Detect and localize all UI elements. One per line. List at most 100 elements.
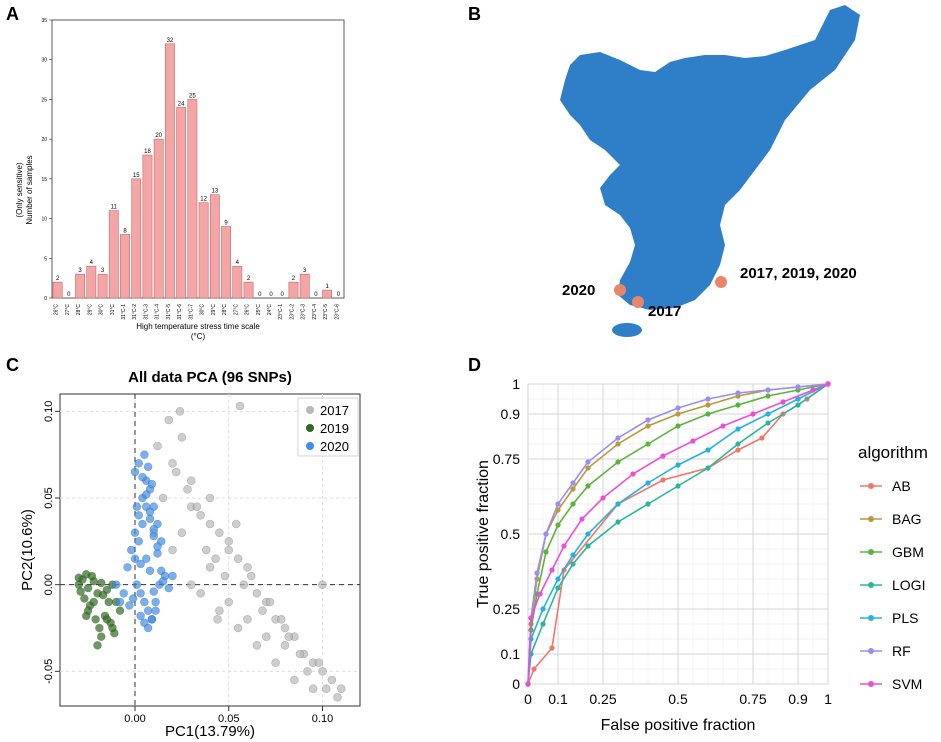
panel-a-category-label: 31°C-3 [143, 304, 149, 320]
roc-point-RF [570, 480, 576, 486]
pca-point-2020 [123, 563, 132, 572]
panel-a-bar-value: 25 [189, 93, 196, 99]
pca-point-2020 [134, 511, 144, 520]
pca-point-2017 [215, 606, 224, 615]
roc-point-BAG [585, 465, 591, 471]
roc-point-AB [660, 477, 666, 483]
pca-point-2020 [141, 554, 151, 563]
pca-point-2020 [151, 597, 160, 607]
pca-point-2020 [128, 594, 138, 603]
panel-a-bar [221, 226, 231, 299]
roc-point-BAG [570, 486, 576, 492]
pca-point-2017 [246, 571, 256, 581]
panel-a-bar-value: 4 [90, 260, 94, 266]
panel-a-category-label: 23°C-4 [312, 304, 318, 320]
panel-a-category-label: 26°C [54, 304, 60, 316]
pca-point-2020 [115, 597, 125, 607]
panel-a-bar [209, 194, 220, 299]
panel-c-xlabel: PC1(13.79%) [165, 723, 255, 740]
panel-d-ytick-label: 0.25 [493, 601, 520, 617]
legend-label-2017: 2017 [320, 403, 349, 418]
roc-point-AB [531, 666, 537, 672]
panel-a-bar [187, 99, 198, 299]
pca-point-2020 [158, 576, 168, 586]
pca-point-2020 [151, 606, 160, 615]
panel-a-category-label: 23°C-6 [334, 304, 340, 320]
roc-point-GBM [585, 483, 591, 489]
panel-a-category-label: 31°C [110, 304, 116, 316]
roc-point-GBM [705, 411, 711, 417]
panel-d-xtick-label: 0.5 [668, 691, 688, 707]
roc-point-SVM [810, 387, 816, 393]
pca-point-2017 [158, 493, 168, 503]
panel-a-category-label: 23°C-5 [323, 304, 329, 320]
pca-point-2019 [74, 573, 84, 583]
location-label-2020: 2020 [562, 282, 595, 299]
panel-a-category-label: 23°C-3 [301, 304, 307, 320]
pca-point-2017 [205, 493, 215, 503]
panel-d-xtick-label: 0.75 [739, 691, 766, 707]
panel-d-ytick-label: 0.75 [493, 451, 520, 467]
roc-point-LOGI [615, 519, 621, 525]
panel-a-category-label: 28°C [222, 304, 228, 316]
roc-point-PLS [765, 411, 771, 417]
pca-point-2017 [295, 649, 305, 659]
jeju-island-shape [612, 323, 642, 337]
legend-marker-AB [868, 483, 874, 489]
legend-label-SVM: SVM [892, 676, 922, 692]
panel-a-bar-value: 2 [292, 276, 296, 282]
roc-point-GBM [570, 501, 576, 507]
panel-a-ytick-label: 20 [41, 137, 47, 143]
pca-point-2020 [136, 611, 145, 621]
pca-point-2017 [321, 684, 331, 693]
roc-point-GBM [555, 522, 561, 528]
panel-a-category-label: 31°C-5 [166, 304, 172, 320]
legend-marker-LOGI [868, 582, 874, 588]
roc-point-BAG [675, 411, 681, 417]
pca-point-2017 [186, 476, 196, 485]
panel-c-xtick-label: 0.00 [124, 713, 145, 725]
panel-a-category-label: 31°C-4 [155, 304, 161, 320]
roc-point-PLS [570, 552, 576, 558]
roc-point-LOGI [795, 402, 801, 408]
roc-point-AB [759, 435, 765, 441]
legend-label-BAG: BAG [892, 511, 922, 527]
panel-c-title: All data PCA (96 SNPs) [128, 369, 292, 386]
roc-point-PLS [615, 501, 621, 507]
panel-a-bar [243, 281, 254, 299]
location-marker-2017 [632, 296, 644, 308]
roc-point-RF [555, 501, 561, 507]
pca-point-2019 [96, 578, 106, 588]
panel-a-ytick-label: 0 [44, 296, 47, 302]
pca-point-2017 [271, 658, 280, 667]
roc-point-PLS [795, 396, 801, 402]
legend-label-2019: 2019 [320, 421, 349, 436]
pca-point-2019 [91, 615, 100, 624]
roc-point-RF [735, 390, 741, 396]
panel-a-bar-value: 0 [337, 292, 341, 298]
panel-a-bar-value: 0 [67, 292, 71, 298]
panel-a-bar [52, 281, 63, 299]
roc-point-LOGI [675, 483, 681, 489]
pca-point-2020 [125, 601, 134, 610]
panel-a-category-label: 30°C [99, 304, 105, 316]
pca-point-2017 [243, 563, 252, 572]
pca-point-2017 [177, 528, 187, 537]
legend-label-AB: AB [892, 478, 911, 494]
panel-c-ytick-label: 0.10 [43, 401, 55, 422]
pca-point-2019 [93, 641, 102, 650]
pca-point-2020 [147, 479, 157, 489]
panel-a-ylabel-line1: (Only sensitive) [15, 162, 24, 217]
pca-point-2017 [171, 467, 181, 477]
location-label-2017: 2017 [648, 303, 681, 320]
pca-point-2020 [153, 542, 162, 551]
panel-a-ytick-label: 35 [41, 18, 47, 24]
pca-point-2020 [149, 587, 159, 596]
roc-point-SVM [780, 399, 786, 405]
panel-a-bar-value: 3 [101, 268, 105, 274]
panel-a-ytick-label: 25 [41, 97, 47, 103]
panel-a-category-label: 27°C [65, 304, 71, 316]
pca-point-2017 [201, 545, 211, 555]
pca-point-2017 [276, 615, 286, 624]
panel-d-ytick-label: 0 [512, 676, 520, 692]
